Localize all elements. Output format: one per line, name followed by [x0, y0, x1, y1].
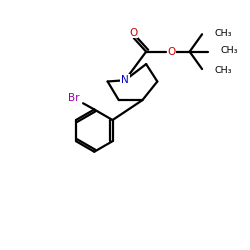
Text: CH₃: CH₃ [214, 66, 232, 75]
Text: O: O [167, 47, 175, 57]
Text: N: N [121, 75, 129, 85]
Text: CH₃: CH₃ [214, 28, 232, 38]
Text: CH₃: CH₃ [220, 46, 238, 55]
Text: O: O [129, 28, 137, 38]
Text: Br: Br [68, 93, 79, 103]
